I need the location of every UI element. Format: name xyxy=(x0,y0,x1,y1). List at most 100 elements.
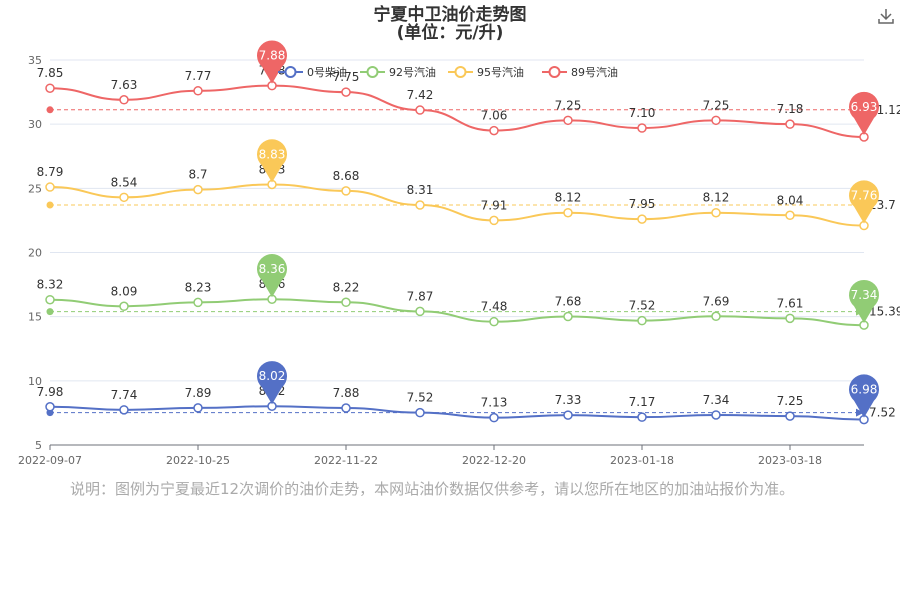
data-point[interactable] xyxy=(711,115,721,126)
data-label: 7.63 xyxy=(111,78,138,92)
legend-item[interactable]: 92号汽油 xyxy=(360,65,436,79)
data-point[interactable] xyxy=(489,215,499,226)
data-point[interactable] xyxy=(563,311,573,322)
data-label: 8.7 xyxy=(188,168,207,182)
x-tick-label: 2022-12-20 xyxy=(462,454,526,467)
series-line xyxy=(49,405,865,421)
chart-subtitle: (单位：元/升) xyxy=(397,22,504,43)
data-point[interactable] xyxy=(785,411,795,421)
svg-text:7.34: 7.34 xyxy=(851,288,878,302)
data-point[interactable] xyxy=(119,405,129,415)
data-point[interactable] xyxy=(489,412,499,423)
min-marker: 7.34 xyxy=(849,279,880,324)
data-point[interactable] xyxy=(193,403,203,413)
data-point[interactable] xyxy=(785,119,795,129)
svg-text:89号汽油: 89号汽油 xyxy=(571,65,618,79)
legend-item[interactable]: 95号汽油 xyxy=(448,65,524,79)
data-label: 8.79 xyxy=(37,165,64,179)
data-label: 7.18 xyxy=(777,102,804,116)
legend[interactable]: 0号柴油 92号汽油 95号汽油 89号汽油 xyxy=(278,65,618,79)
data-point[interactable] xyxy=(193,297,203,308)
data-point[interactable] xyxy=(119,192,129,203)
data-point[interactable] xyxy=(489,125,499,136)
y-tick-label: 15 xyxy=(28,311,42,324)
data-label: 7.34 xyxy=(703,393,730,407)
data-label: 7.85 xyxy=(37,66,64,80)
average-value-label: 7.52 xyxy=(869,406,896,420)
data-point[interactable] xyxy=(193,86,203,96)
data-point[interactable] xyxy=(637,412,647,422)
data-point[interactable] xyxy=(341,186,351,196)
data-point[interactable] xyxy=(637,123,647,133)
chart-note: 说明：图例为宁夏最近12次调价的油价走势，本网站油价数据仅供参考，请以您所在地区… xyxy=(70,480,795,498)
data-point[interactable] xyxy=(193,184,203,195)
svg-text:8.36: 8.36 xyxy=(259,262,286,276)
data-label: 7.10 xyxy=(629,106,656,120)
data-label: 7.98 xyxy=(37,385,64,399)
download-icon[interactable] xyxy=(876,6,896,26)
data-point[interactable] xyxy=(637,315,647,326)
data-label: 7.33 xyxy=(555,393,582,407)
markers: 8.02 6.98 8.36 7.34 8.83 7.76 7.88 6.93 xyxy=(257,40,880,418)
svg-text:7.88: 7.88 xyxy=(259,49,286,63)
max-marker: 8.83 xyxy=(257,139,287,183)
data-point[interactable] xyxy=(563,115,573,126)
max-marker: 8.36 xyxy=(257,254,287,298)
average-line-start xyxy=(46,308,54,316)
data-label: 8.32 xyxy=(37,278,64,292)
y-tick-label: 35 xyxy=(28,54,42,67)
data-point[interactable] xyxy=(711,311,721,322)
data-point[interactable] xyxy=(563,410,573,420)
svg-text:8.02: 8.02 xyxy=(259,369,286,383)
series-line xyxy=(49,298,865,327)
data-label: 7.95 xyxy=(629,197,656,211)
data-point[interactable] xyxy=(415,200,425,210)
svg-text:0号柴油: 0号柴油 xyxy=(307,65,347,79)
y-tick-label: 25 xyxy=(28,182,42,195)
data-label: 7.42 xyxy=(407,88,434,102)
legend-item[interactable]: 89号汽油 xyxy=(542,65,618,79)
data-label: 7.61 xyxy=(777,296,804,310)
data-point[interactable] xyxy=(45,294,55,305)
x-tick-label: 2023-03-18 xyxy=(758,454,822,467)
data-label: 7.25 xyxy=(777,394,804,408)
data-point[interactable] xyxy=(341,87,351,97)
data-point[interactable] xyxy=(119,95,129,105)
data-label: 8.54 xyxy=(111,175,138,189)
data-point[interactable] xyxy=(711,207,721,218)
data-point[interactable] xyxy=(119,301,129,312)
data-label: 7.06 xyxy=(481,109,508,123)
legend-item[interactable]: 0号柴油 xyxy=(278,65,347,79)
min-marker: 6.98 xyxy=(849,374,880,418)
data-point[interactable] xyxy=(563,207,573,218)
max-marker: 7.88 xyxy=(257,40,287,84)
series-lines xyxy=(45,80,869,425)
data-point[interactable] xyxy=(415,306,425,317)
data-label: 8.22 xyxy=(333,280,360,294)
series-line xyxy=(49,84,865,138)
data-label: 7.25 xyxy=(703,98,730,112)
data-label: 8.09 xyxy=(111,284,138,298)
data-point[interactable] xyxy=(341,297,351,308)
data-point[interactable] xyxy=(785,313,795,324)
data-label: 8.31 xyxy=(407,183,434,197)
data-point[interactable] xyxy=(785,210,795,221)
data-point[interactable] xyxy=(45,83,55,93)
svg-text:6.98: 6.98 xyxy=(851,383,878,397)
average-line-arrow xyxy=(856,408,864,417)
data-label: 7.88 xyxy=(333,386,360,400)
max-marker: 8.02 xyxy=(257,361,287,405)
data-point[interactable] xyxy=(711,410,721,420)
data-point[interactable] xyxy=(415,407,425,418)
svg-text:7.76: 7.76 xyxy=(851,189,878,203)
chart-title: 宁夏中卫油价走势图 xyxy=(374,4,527,25)
data-point[interactable] xyxy=(637,214,647,224)
data-point[interactable] xyxy=(415,105,425,115)
data-point[interactable] xyxy=(45,402,55,412)
data-point[interactable] xyxy=(45,182,55,192)
average-value-label: 15.39 xyxy=(869,305,900,319)
data-label: 7.75 xyxy=(333,70,360,84)
data-point[interactable] xyxy=(341,403,351,413)
data-point[interactable] xyxy=(489,316,499,327)
data-label: 8.23 xyxy=(185,280,212,294)
